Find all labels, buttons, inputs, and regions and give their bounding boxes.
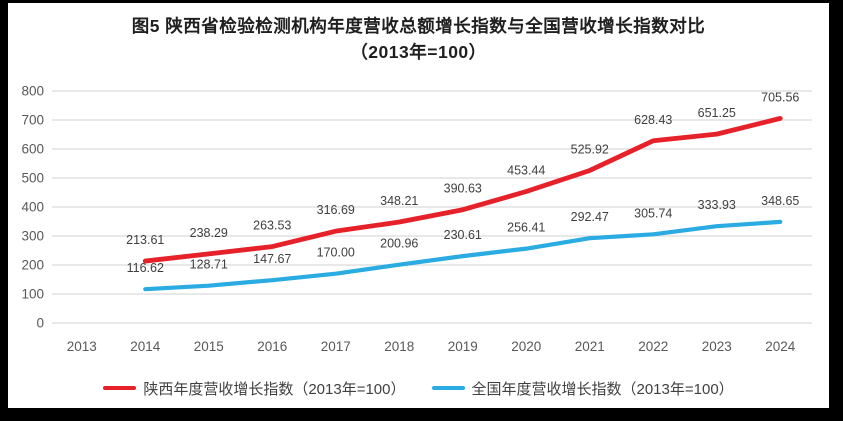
y-axis-tick-label: 800 [21, 84, 44, 99]
frame-border-left [0, 0, 8, 421]
data-label-shaanxi: 316.69 [317, 203, 355, 217]
data-label-national: 333.93 [698, 198, 736, 212]
data-label-national: 230.61 [444, 228, 482, 242]
x-axis-tick-label: 2018 [384, 339, 414, 354]
y-axis-tick-label: 600 [21, 142, 44, 157]
data-label-national: 147.67 [253, 252, 291, 266]
y-axis-tick-label: 300 [21, 229, 44, 244]
x-axis-tick-label: 2023 [702, 339, 732, 354]
data-label-shaanxi: 651.25 [698, 106, 736, 120]
legend-item-national: 全国年度营收增长指数（2013年=100） [431, 378, 734, 399]
legend-item-shaanxi: 陕西年度营收增长指数（2013年=100） [103, 378, 406, 399]
y-axis-tick-label: 700 [21, 113, 44, 128]
frame-border-right [829, 0, 843, 421]
frame-border-bottom [0, 408, 843, 421]
y-axis-tick-label: 100 [21, 287, 44, 302]
chart-title: 图5 陕西省检验检测机构年度营收总额增长指数与全国营收增长指数对比 （2013年… [8, 13, 829, 65]
data-label-national: 305.74 [634, 206, 672, 220]
y-axis-tick-label: 200 [21, 258, 44, 273]
legend-line-swatch-shaanxi [103, 385, 137, 391]
data-label-shaanxi: 263.53 [253, 219, 291, 233]
x-axis-tick-label: 2016 [257, 339, 287, 354]
y-axis-tick-label: 500 [21, 171, 44, 186]
y-axis-tick-label: 0 [36, 316, 44, 331]
legend-line-swatch-national [431, 385, 465, 391]
data-label-national: 116.62 [127, 261, 164, 275]
y-axis-tick-label: 400 [21, 200, 44, 215]
data-label-shaanxi: 453.44 [507, 164, 545, 178]
data-label-national: 200.96 [380, 237, 418, 251]
data-label-national: 170.00 [317, 246, 355, 260]
series-line-national [143, 219, 783, 292]
data-label-national: 292.47 [571, 210, 609, 224]
chart-title-line1: 图5 陕西省检验检测机构年度营收总额增长指数与全国营收增长指数对比 [131, 16, 706, 36]
data-label-shaanxi: 213.61 [126, 233, 164, 247]
x-axis-tick-label: 2024 [765, 339, 796, 354]
data-label-national: 348.65 [761, 194, 799, 208]
chart-title-line2: （2013年=100） [350, 42, 487, 62]
x-axis-tick-label: 2017 [321, 339, 351, 354]
series-line-shaanxi [142, 115, 783, 264]
data-label-national: 256.41 [507, 221, 545, 235]
x-axis-tick-label: 2021 [575, 339, 605, 354]
data-label-national: 128.71 [190, 258, 228, 272]
data-label-shaanxi: 628.43 [634, 113, 672, 127]
data-label-shaanxi: 238.29 [190, 226, 228, 240]
legend-label-national: 全国年度营收增长指数（2013年=100） [471, 380, 734, 398]
x-axis-tick-label: 2019 [448, 339, 478, 354]
x-axis-tick-label: 2014 [130, 339, 161, 354]
x-axis-tick-label: 2020 [511, 339, 541, 354]
data-label-shaanxi: 348.21 [380, 194, 418, 208]
legend: 陕西年度营收增长指数（2013年=100） 全国年度营收增长指数（2013年=1… [8, 375, 829, 401]
legend-label-shaanxi: 陕西年度营收增长指数（2013年=100） [143, 380, 406, 398]
x-axis-tick-label: 2013 [67, 339, 97, 354]
frame-border-top [0, 0, 843, 3]
data-label-shaanxi: 390.63 [444, 182, 482, 196]
data-label-shaanxi: 525.92 [571, 142, 609, 156]
x-axis-tick-label: 2022 [638, 339, 668, 354]
data-label-shaanxi: 705.56 [761, 90, 799, 104]
x-axis-tick-label: 2015 [194, 339, 224, 354]
